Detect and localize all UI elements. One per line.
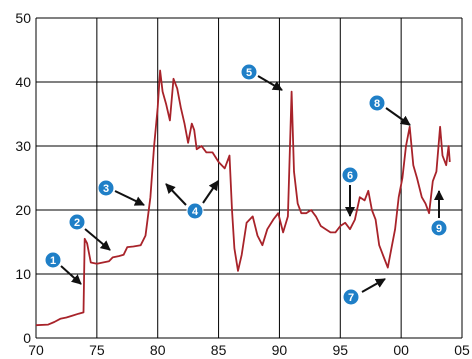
badge-number: 4 — [192, 206, 199, 218]
annotation-arrow-8 — [385, 107, 411, 126]
annotation-badge-5: 5 — [240, 63, 258, 81]
badge-circle — [68, 213, 86, 231]
annotation-arrow-4 — [165, 183, 187, 206]
badge-circle — [368, 94, 386, 112]
y-tick-label: 40 — [15, 74, 31, 90]
x-tick-label: 85 — [211, 342, 227, 358]
annotation-arrow-5 — [257, 75, 283, 91]
x-axis-ticks: 70 75 80 85 90 95 00 05 — [28, 342, 470, 358]
badge-number: 5 — [246, 67, 252, 79]
x-tick-label: 95 — [332, 342, 348, 358]
annotation-arrow-3 — [114, 190, 145, 206]
badge-circle — [341, 166, 359, 184]
badge-number: 1 — [50, 255, 56, 267]
series-layer — [35, 69, 451, 327]
badge-circle — [342, 288, 360, 306]
annotation-badge-3: 3 — [97, 179, 115, 197]
series-line — [35, 69, 451, 327]
annotation-badge-9: 9 — [430, 219, 448, 237]
x-tick-label: 90 — [272, 342, 288, 358]
y-tick-label: 30 — [15, 138, 31, 154]
annotation-badge-7: 7 — [342, 288, 360, 306]
y-tick-label: 50 — [15, 10, 31, 26]
x-tick-label: 70 — [28, 342, 44, 358]
annotation-arrow-7 — [361, 278, 386, 293]
y-tick-label: 10 — [15, 266, 31, 282]
gridlines — [35, 17, 463, 339]
badge-circle — [44, 251, 62, 269]
badge-number: 3 — [103, 183, 109, 195]
annotation-badge-6: 6 — [341, 166, 359, 184]
badge-number: 2 — [74, 217, 80, 229]
badge-number: 6 — [347, 170, 353, 182]
badge-circle — [430, 219, 448, 237]
x-tick-label: 80 — [150, 342, 166, 358]
badge-circle — [186, 202, 204, 220]
badge-circle — [240, 63, 258, 81]
y-axis-ticks: 0 10 20 30 40 50 — [15, 10, 31, 346]
x-tick-label: 00 — [393, 342, 409, 358]
x-tick-label: 75 — [89, 342, 105, 358]
annotation-arrow-2 — [84, 228, 111, 251]
badge-number: 9 — [436, 223, 442, 235]
badge-number: 7 — [348, 292, 354, 304]
y-tick-label: 0 — [23, 330, 31, 346]
badge-number: 8 — [374, 98, 380, 110]
annotation-arrow-4 — [202, 180, 219, 204]
annotation-badge-2: 2 — [68, 213, 86, 231]
x-tick-label: 05 — [454, 342, 470, 358]
annotation-arrow-1 — [60, 265, 82, 285]
annotation-arrows — [60, 75, 444, 293]
annotation-badges: 1 2 3 4 5 6 7 8 9 — [44, 63, 448, 306]
badge-circle — [97, 179, 115, 197]
annotation-badge-1: 1 — [44, 251, 62, 269]
annotation-badge-8: 8 — [368, 94, 386, 112]
annotation-badge-4: 4 — [186, 202, 204, 220]
y-tick-label: 20 — [15, 202, 31, 218]
